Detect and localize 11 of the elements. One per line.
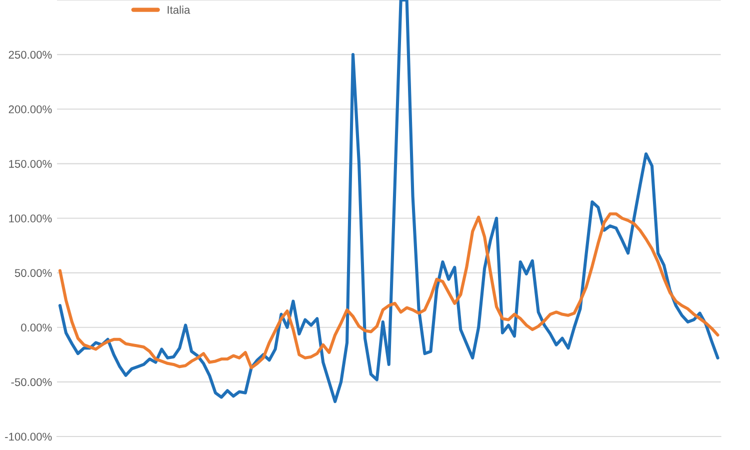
y-tick-label: -100.00% xyxy=(5,432,52,441)
y-tick-label: 50.00% xyxy=(14,269,52,277)
y-tick-label: 150.00% xyxy=(9,160,52,168)
y-tick-label: -50.00% xyxy=(11,378,52,386)
y-tick-label: 250.00% xyxy=(8,50,52,59)
line-series xyxy=(58,212,720,370)
y-tick-label: 0.00% xyxy=(21,324,52,332)
y-tick-label: 100.00% xyxy=(9,214,52,222)
line-series xyxy=(58,0,720,404)
legend-label: Italia xyxy=(168,6,190,14)
y-tick-label: 200.00% xyxy=(8,105,52,114)
